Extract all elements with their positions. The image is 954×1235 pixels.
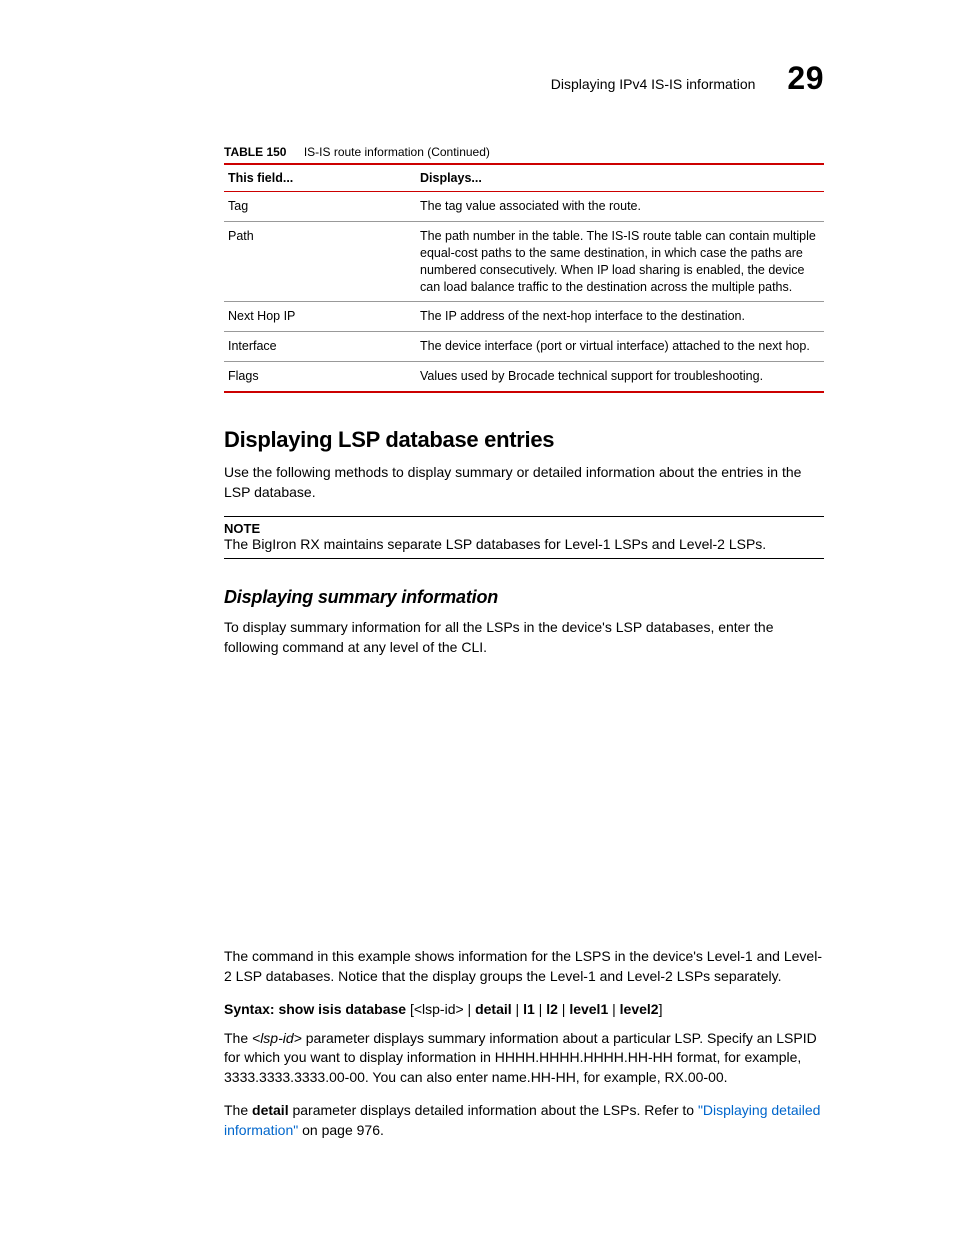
text: The — [224, 1102, 252, 1118]
cli-output-placeholder — [224, 671, 824, 947]
lspid-param: <lsp-id> — [252, 1030, 302, 1046]
text: parameter displays detailed information … — [289, 1102, 698, 1118]
note-text: The BigIron RX maintains separate LSP da… — [224, 536, 766, 552]
subsection-heading: Displaying summary information — [224, 587, 824, 608]
syntax-sep: | — [512, 1001, 523, 1017]
table-row: Next Hop IP The IP address of the next-h… — [224, 302, 824, 332]
table-label: TABLE 150 — [224, 145, 286, 159]
syntax-sep: | — [535, 1001, 546, 1017]
table-caption: TABLE 150 IS-IS route information (Conti… — [224, 145, 824, 159]
detail-keyword: detail — [252, 1102, 289, 1118]
syntax-opt-detail: detail — [475, 1001, 512, 1017]
note-label: NOTE — [224, 521, 824, 536]
table-row: Path The path number in the table. The I… — [224, 221, 824, 302]
syntax-line: Syntax: show isis database [<lsp-id> | d… — [224, 1001, 824, 1017]
table-row: Flags Values used by Brocade technical s… — [224, 362, 824, 392]
detail-paragraph: The detail parameter displays detailed i… — [224, 1101, 824, 1140]
table-header-row: This field... Displays... — [224, 164, 824, 192]
syntax-opt-level1: level1 — [569, 1001, 608, 1017]
cell-field: Tag — [224, 192, 416, 222]
cell-desc: The IP address of the next-hop interface… — [416, 302, 824, 332]
cell-field: Next Hop IP — [224, 302, 416, 332]
cell-field: Path — [224, 221, 416, 302]
syntax-sep: | — [558, 1001, 569, 1017]
table-row: Interface The device interface (port or … — [224, 332, 824, 362]
summary-paragraph: To display summary information for all t… — [224, 618, 824, 657]
syntax-close: ] — [659, 1001, 663, 1017]
running-title: Displaying IPv4 IS-IS information — [551, 76, 756, 92]
cell-desc: Values used by Brocade technical support… — [416, 362, 824, 392]
cell-field: Flags — [224, 362, 416, 392]
section-heading: Displaying LSP database entries — [224, 427, 824, 453]
page-container: Displaying IPv4 IS-IS information 29 TAB… — [0, 0, 954, 1235]
col-header-displays: Displays... — [416, 164, 824, 192]
syntax-opt-level2: level2 — [620, 1001, 659, 1017]
cell-desc: The tag value associated with the route. — [416, 192, 824, 222]
example-paragraph: The command in this example shows inform… — [224, 947, 824, 986]
route-info-table: This field... Displays... Tag The tag va… — [224, 163, 824, 393]
running-header: Displaying IPv4 IS-IS information 29 — [224, 60, 824, 97]
syntax-opt-l2: l2 — [546, 1001, 558, 1017]
table-row: Tag The tag value associated with the ro… — [224, 192, 824, 222]
text: parameter displays summary information a… — [224, 1030, 817, 1085]
lspid-paragraph: The <lsp-id> parameter displays summary … — [224, 1029, 824, 1088]
cell-desc: The path number in the table. The IS-IS … — [416, 221, 824, 302]
syntax-open: [<lsp-id> | — [406, 1001, 475, 1017]
syntax-sep: | — [608, 1001, 619, 1017]
syntax-opt-l1: l1 — [523, 1001, 535, 1017]
intro-paragraph: Use the following methods to display sum… — [224, 463, 824, 502]
cell-field: Interface — [224, 332, 416, 362]
note-block: NOTE The BigIron RX maintains separate L… — [224, 516, 824, 559]
col-header-field: This field... — [224, 164, 416, 192]
syntax-cmd: show isis database — [278, 1001, 406, 1017]
text: The — [224, 1030, 252, 1046]
table-title: IS-IS route information (Continued) — [304, 145, 490, 159]
text: on page 976. — [298, 1122, 384, 1138]
cell-desc: The device interface (port or virtual in… — [416, 332, 824, 362]
syntax-prefix: Syntax: — [224, 1001, 278, 1017]
chapter-number: 29 — [787, 60, 824, 97]
